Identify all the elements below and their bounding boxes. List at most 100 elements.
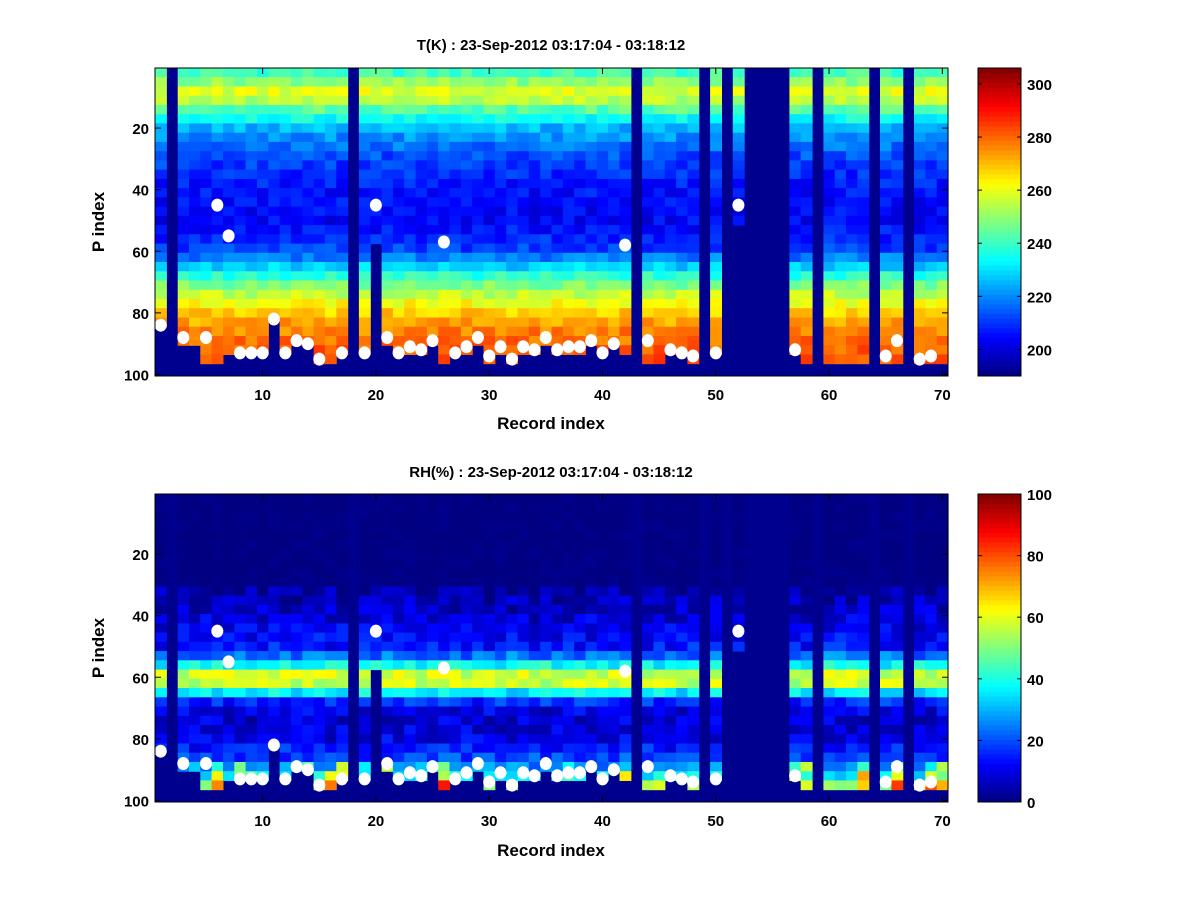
heatmap-cell: [302, 252, 315, 263]
heatmap-cell: [506, 577, 519, 587]
heatmap-cell: [528, 225, 541, 235]
heatmap-cell: [562, 234, 575, 245]
heatmap-cell: [370, 215, 383, 226]
heatmap-cell: [483, 632, 496, 643]
heatmap-cell: [302, 188, 315, 198]
heatmap-cell: [653, 715, 666, 726]
heatmap-cell: [460, 678, 473, 689]
heatmap-cell: [257, 715, 269, 726]
heatmap-cell: [279, 595, 292, 606]
heatmap-cell: [177, 706, 190, 717]
heatmap-cell: [257, 503, 269, 513]
marker-point: [675, 772, 688, 786]
heatmap-cell: [189, 762, 201, 772]
heatmap-cell: [223, 771, 235, 781]
heatmap-cell: [517, 512, 530, 523]
heatmap-cell: [506, 178, 519, 189]
heatmap-cell: [279, 549, 292, 560]
heatmap-cell: [268, 697, 281, 708]
heatmap-cell: [823, 762, 836, 772]
heatmap-cell: [517, 114, 530, 124]
heatmap-cell: [460, 521, 473, 532]
heatmap-cell: [358, 531, 371, 541]
heatmap-cell: [494, 197, 507, 208]
heatmap-cell: [449, 558, 462, 569]
heatmap-cell: [880, 688, 892, 698]
heatmap-cell: [800, 521, 813, 532]
heatmap-cell: [279, 206, 292, 217]
heatmap-cell: [438, 280, 451, 291]
heatmap-cell: [381, 178, 394, 189]
heatmap-cell: [891, 632, 904, 643]
heatmap-cell: [438, 623, 451, 634]
heatmap-cell: [370, 641, 383, 652]
heatmap-cell: [155, 280, 167, 291]
heatmap-cell: [857, 623, 870, 634]
heatmap-cell: [800, 95, 813, 106]
heatmap-cell: [823, 308, 836, 318]
heatmap-cell: [245, 68, 258, 78]
heatmap-cell: [189, 299, 201, 309]
heatmap-cell: [596, 623, 609, 634]
heatmap-cell: [460, 558, 473, 569]
heatmap-cell: [234, 614, 247, 624]
colorbar-segment: [978, 327, 1021, 334]
heatmap-cell: [358, 197, 371, 208]
heatmap-cell: [460, 586, 473, 597]
heatmap-cell: [245, 604, 258, 615]
heatmap-cell: [381, 68, 394, 78]
heatmap-cell: [177, 280, 190, 291]
heatmap-cell: [234, 632, 247, 643]
heatmap-cell: [834, 317, 847, 328]
heatmap-cell: [506, 734, 519, 744]
heatmap-cell: [789, 752, 802, 763]
heatmap-cell: [664, 540, 677, 550]
heatmap-cell: [562, 197, 575, 208]
heatmap-cell: [268, 595, 281, 606]
heatmap-cell: [415, 326, 428, 337]
heatmap-cell: [506, 123, 519, 134]
heatmap-cell: [483, 715, 496, 726]
heatmap-cell: [438, 604, 451, 615]
heatmap-cell: [687, 762, 700, 772]
heatmap-cell: [800, 567, 813, 578]
heatmap-cell: [789, 299, 802, 309]
heatmap-cell: [585, 604, 598, 615]
heatmap-cell: [619, 197, 632, 208]
heatmap-cell: [472, 169, 485, 180]
heatmap-cell: [472, 243, 485, 254]
heatmap-cell: [279, 234, 292, 245]
heatmap-cell: [155, 132, 167, 143]
heatmap-cell: [257, 669, 269, 680]
heatmap-cell: [574, 503, 587, 513]
heatmap-cell: [653, 549, 666, 560]
heatmap-cell: [925, 336, 938, 346]
heatmap-cell: [268, 678, 281, 689]
heatmap-cell: [381, 549, 394, 560]
heatmap-cell: [562, 697, 575, 708]
heatmap-cell: [155, 558, 167, 569]
heatmap-cell: [223, 688, 235, 698]
heatmap-cell: [358, 614, 371, 624]
heatmap-cell: [574, 632, 587, 643]
heatmap-cell: [642, 688, 654, 698]
heatmap-cell: [279, 308, 292, 318]
heatmap-cell: [914, 549, 926, 560]
heatmap-cell: [358, 752, 371, 763]
colorbar-segment: [978, 279, 1021, 286]
heatmap-cell: [415, 586, 428, 597]
colorbar-segment: [978, 318, 1021, 324]
heatmap-cell: [517, 188, 530, 198]
heatmap-cell: [800, 540, 813, 550]
heatmap-cell: [732, 151, 745, 161]
heatmap-cell: [404, 604, 417, 615]
heatmap-cell: [914, 715, 926, 726]
heatmap-cell: [789, 68, 802, 78]
heatmap-cell: [517, 623, 530, 634]
heatmap-cell: [483, 299, 496, 309]
heatmap-cell: [687, 336, 700, 346]
heatmap-cell: [540, 725, 553, 735]
heatmap-cell: [404, 151, 417, 161]
heatmap-cell: [483, 141, 496, 152]
heatmap-cell: [189, 114, 201, 124]
